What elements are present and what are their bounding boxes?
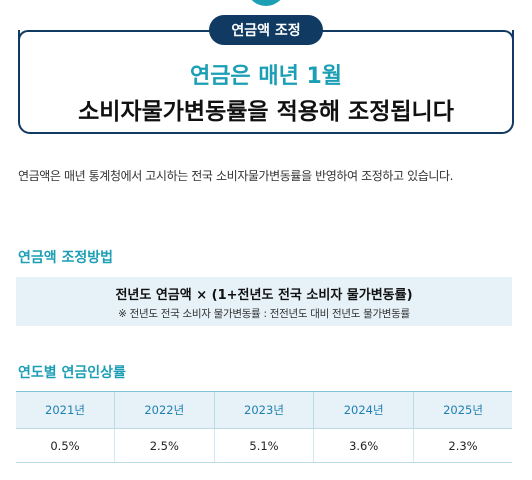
description-text: 연금액은 매년 통계청에서 고시하는 전국 소비자물가변동률을 반영하여 조정하… bbox=[18, 169, 454, 183]
method-title: 연금액 조정방법 bbox=[18, 250, 114, 266]
year-header: 2021년 bbox=[16, 391, 115, 429]
rates-header-row: 2021년 2022년 2023년 2024년 2025년 bbox=[16, 391, 512, 429]
formula-text: 전년도 연금액 × (1+전년도 전국 소비자 물가변동률) bbox=[115, 288, 413, 303]
rate-cell: 0.5% bbox=[16, 428, 115, 463]
headline-line-1: 연금은 매년 1월 bbox=[189, 64, 343, 89]
rate-cell: 2.5% bbox=[113, 428, 215, 463]
rate-cell: 5.1% bbox=[213, 428, 314, 463]
rate-cell: 2.3% bbox=[413, 428, 512, 463]
rate-cell: 3.6% bbox=[313, 428, 414, 463]
formula-note: ※ 전년도 전국 소비자 물가변동률 : 전전년도 대비 전년도 물가변동률 bbox=[118, 308, 410, 320]
rates-title: 연도별 연금인상률 bbox=[18, 365, 126, 381]
top-decoration bbox=[246, 0, 286, 6]
year-header: 2024년 bbox=[313, 391, 414, 429]
headline-box-corner-right bbox=[502, 30, 514, 42]
headline-box-corner-left bbox=[18, 30, 30, 42]
headline-line-2: 소비자물가변동률을 적용해 조정됩니다 bbox=[78, 99, 454, 125]
section-badge: 연금액 조정 bbox=[209, 15, 323, 45]
year-header: 2025년 bbox=[413, 391, 512, 429]
rates-table: 2021년 2022년 2023년 2024년 2025년 0.5% 2.5% … bbox=[16, 391, 512, 463]
formula-box: 전년도 연금액 × (1+전년도 전국 소비자 물가변동률) ※ 전년도 전국 … bbox=[16, 277, 512, 326]
table-row: 0.5% 2.5% 5.1% 3.6% 2.3% bbox=[16, 428, 512, 463]
year-header: 2023년 bbox=[213, 391, 314, 429]
headline-box bbox=[18, 30, 514, 134]
year-header: 2022년 bbox=[113, 391, 215, 429]
